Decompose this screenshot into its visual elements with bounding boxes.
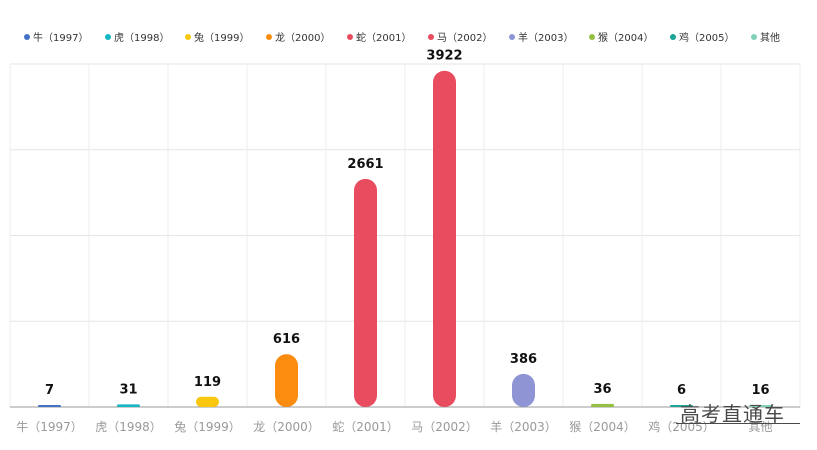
- legend-item[interactable]: 猴（2004）: [589, 31, 653, 44]
- x-tick-label: 兔（1999）: [174, 419, 241, 434]
- x-tick-label: 猴（2004）: [569, 420, 636, 434]
- grid: [9, 63, 801, 408]
- legend-item[interactable]: 牛（1997）: [24, 31, 88, 44]
- legend-label: 虎（1998）: [114, 32, 169, 44]
- legend-marker: [347, 34, 353, 40]
- bar-value-label: 36: [593, 382, 611, 397]
- legend-item[interactable]: 其他: [751, 31, 780, 44]
- x-axis-ticks: 牛（1997） 虎（1998） 兔（1999） 龙（2000） 蛇（2001） 马（200…: [16, 419, 772, 434]
- legend-item[interactable]: 羊（2003）: [509, 31, 573, 44]
- bar-value-label: 616: [273, 332, 300, 347]
- bar[interactable]: [591, 403, 614, 407]
- x-tick-label: 蛇（2001）: [332, 419, 399, 434]
- bar[interactable]: [512, 373, 535, 407]
- watermark: 高考直通车: [680, 402, 785, 426]
- bar[interactable]: [433, 70, 456, 407]
- bar-value-label: 6: [677, 383, 686, 398]
- x-tick-label: 羊（2003）: [490, 419, 557, 434]
- bar[interactable]: [196, 396, 219, 407]
- legend-marker: [589, 34, 595, 40]
- legend-label: 猴（2004）: [598, 31, 653, 44]
- bar[interactable]: [38, 405, 61, 407]
- bar[interactable]: [749, 405, 772, 407]
- bar-value-label: 16: [751, 383, 769, 398]
- legend-label: 蛇（2001）: [356, 31, 411, 44]
- legend-label: 羊（2003）: [518, 31, 573, 44]
- bar-value-label: 119: [194, 375, 221, 390]
- x-tick-label: 虎（1998）: [95, 420, 162, 434]
- bar[interactable]: [354, 178, 377, 407]
- legend-label: 其他: [760, 31, 780, 44]
- bars: [38, 70, 772, 407]
- legend-marker: [24, 34, 30, 40]
- bar-value-label: 31: [119, 382, 137, 397]
- x-tick-label: 鸡（2005）: [648, 419, 715, 434]
- x-tick-label: 龙（2000）: [253, 420, 320, 434]
- bar[interactable]: [670, 405, 693, 407]
- legend-item[interactable]: 鸡（2005）: [670, 31, 734, 44]
- legend-label: 牛（1997）: [33, 31, 88, 44]
- legend-item[interactable]: 蛇（2001）: [347, 31, 411, 44]
- legend-marker: [509, 34, 515, 40]
- x-tick-label: 马（2002）: [411, 420, 478, 434]
- legend-item[interactable]: 马（2002）: [428, 32, 492, 44]
- legend-label: 马（2002）: [437, 32, 492, 44]
- legend-marker: [105, 34, 111, 40]
- x-tick-label: 牛（1997）: [16, 419, 83, 434]
- legend-item[interactable]: 兔（1999）: [185, 31, 249, 44]
- legend-label: 龙（2000）: [275, 31, 330, 44]
- bar-value-label: 386: [510, 352, 537, 367]
- legend-marker: [266, 34, 272, 40]
- legend: 牛（1997） 虎（1998） 兔（1999） 龙（2000） 蛇（2001） 马（200…: [24, 31, 780, 44]
- bar-value-label: 7: [45, 383, 54, 398]
- legend-label: 兔（1999）: [194, 31, 249, 44]
- bar[interactable]: [275, 354, 298, 407]
- legend-item[interactable]: 龙（2000）: [266, 31, 330, 44]
- bar-value-label: 2661: [347, 157, 383, 172]
- bar[interactable]: [117, 404, 140, 407]
- bar-value-label: 3922: [426, 49, 462, 64]
- legend-marker: [670, 34, 676, 40]
- legend-label: 鸡（2005）: [679, 31, 734, 44]
- legend-marker: [428, 34, 434, 40]
- legend-item[interactable]: 虎（1998）: [105, 32, 169, 44]
- watermark-underline: [676, 423, 800, 424]
- legend-marker: [185, 34, 191, 40]
- legend-marker: [751, 34, 757, 40]
